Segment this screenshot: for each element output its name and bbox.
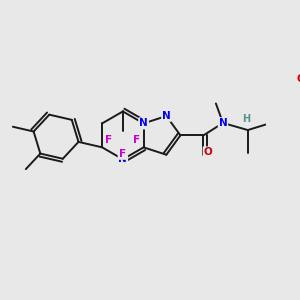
Text: O: O xyxy=(203,147,212,157)
Text: F: F xyxy=(119,149,126,159)
Text: O: O xyxy=(297,74,300,84)
Text: F: F xyxy=(134,135,141,145)
Text: N: N xyxy=(139,118,148,128)
Text: N: N xyxy=(219,118,227,128)
Text: N: N xyxy=(139,118,148,128)
Text: N: N xyxy=(162,111,171,121)
Text: F: F xyxy=(105,135,112,145)
Text: H: H xyxy=(242,113,250,124)
Text: N: N xyxy=(118,154,127,164)
